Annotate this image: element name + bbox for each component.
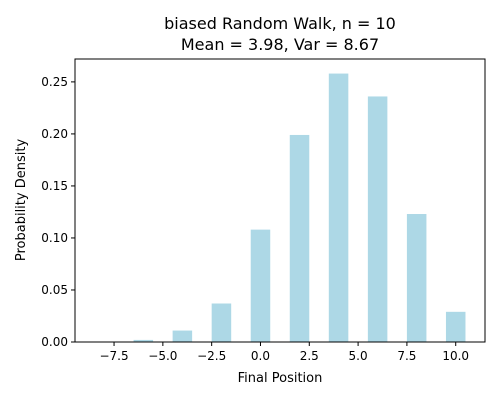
bars-group: [133, 73, 466, 343]
x-tick-label: 10.0: [442, 349, 469, 363]
y-tick-label: 0.00: [41, 335, 68, 349]
bar: [172, 330, 193, 342]
bar: [445, 311, 466, 342]
bar: [133, 339, 154, 342]
y-tick-label: 0.15: [41, 179, 68, 193]
x-axis-ticks: −7.5 −5.0 −2.5 0.0 2.5 5.0 7.5 10.0: [99, 342, 469, 363]
bar: [289, 134, 310, 342]
bar: [250, 229, 271, 342]
bar: [406, 214, 427, 342]
x-tick-label: 5.0: [349, 349, 368, 363]
y-tick-label: 0.25: [41, 75, 68, 89]
y-tick-label: 0.20: [41, 127, 68, 141]
x-tick-label: 7.5: [397, 349, 416, 363]
x-tick-label: −7.5: [99, 349, 128, 363]
bar: [211, 303, 232, 342]
y-axis-ticks: 0.00 0.05 0.10 0.15 0.20 0.25: [41, 75, 75, 349]
x-tick-label: 0.0: [251, 349, 270, 363]
x-tick-label: −5.0: [148, 349, 177, 363]
y-tick-label: 0.10: [41, 231, 68, 245]
x-axis-label: Final Position: [238, 371, 323, 386]
y-axis-label: Probability Density: [14, 139, 29, 262]
chart-title-line-1: biased Random Walk, n = 10: [164, 14, 396, 33]
y-tick-label: 0.05: [41, 283, 68, 297]
chart-title-line-2: Mean = 3.98, Var = 8.67: [181, 35, 379, 54]
x-tick-label: 2.5: [300, 349, 319, 363]
bar: [328, 73, 349, 343]
x-tick-label: −2.5: [197, 349, 226, 363]
plot-frame: [74, 58, 486, 343]
bar: [367, 96, 388, 343]
